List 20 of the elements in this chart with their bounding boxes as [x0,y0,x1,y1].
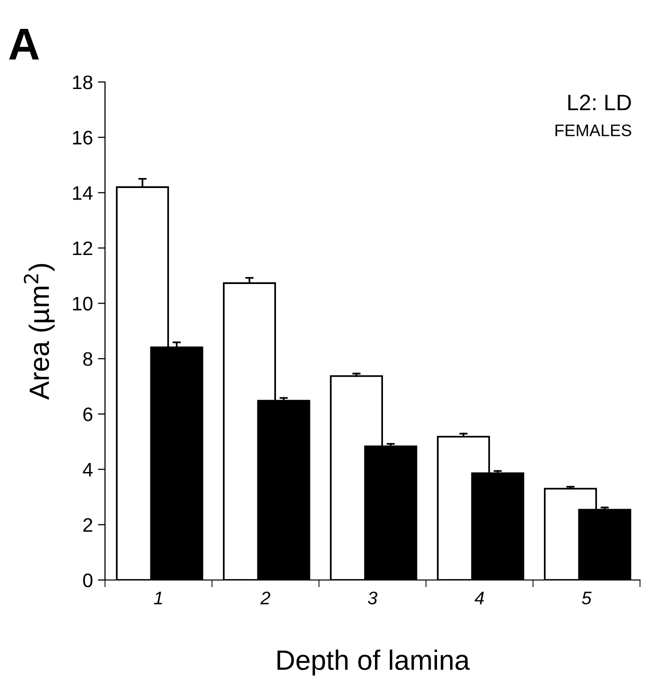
x-tick-label: 5 [582,592,592,604]
y-tick-label: 6 [83,407,92,422]
x-tick-label: 3 [368,592,378,604]
text: A [9,28,39,60]
x-tick-label: 4 [474,592,484,604]
y-axis-title: Area (µm$^{2}$) [24,264,55,400]
annotation: L2: LD [568,94,631,110]
y-tick-label: 4 [82,463,93,476]
x-axis-title: Depth of lamina [278,650,470,676]
y-tick-label: 10 [73,296,92,311]
y-tick-label: 18 [73,75,92,90]
x-tick-label: 2 [260,592,270,604]
y-tick-label: 16 [73,130,92,145]
annotation: FEMALES [556,124,632,136]
y-tick-label: 14 [73,186,93,200]
y-tick-label: 8 [83,352,92,366]
y-tick-label: 2 [83,518,92,532]
y-tick-label: 0 [83,573,92,588]
y-tick-label: 12 [73,241,92,256]
x-tick-label: 1 [154,592,162,604]
